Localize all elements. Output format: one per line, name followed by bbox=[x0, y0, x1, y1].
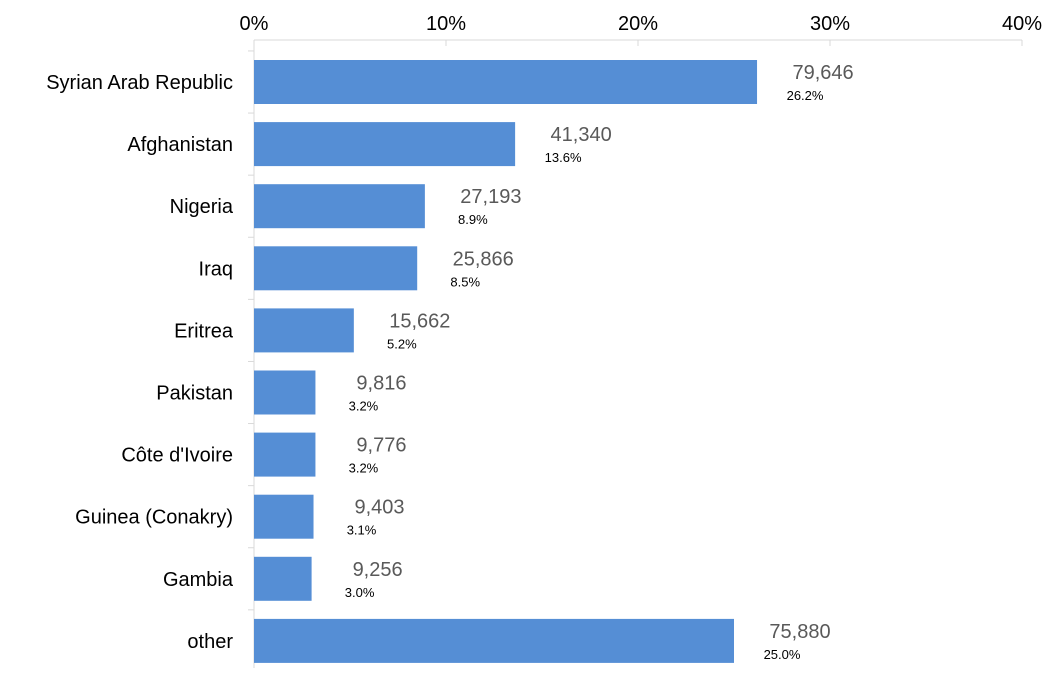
percent-label: 26.2% bbox=[787, 88, 824, 103]
count-label: 79,646 bbox=[792, 62, 853, 84]
category-label: Nigeria bbox=[170, 196, 234, 218]
category-label: Eritrea bbox=[174, 320, 234, 342]
percent-label: 3.2% bbox=[349, 461, 379, 476]
category-label: Iraq bbox=[199, 258, 233, 280]
bar bbox=[254, 308, 354, 353]
category-label: Pakistan bbox=[156, 383, 233, 405]
count-label: 25,866 bbox=[453, 248, 514, 270]
percent-label: 3.1% bbox=[347, 523, 377, 538]
bars bbox=[254, 60, 758, 663]
bar bbox=[254, 432, 316, 477]
percent-label: 8.5% bbox=[450, 274, 480, 289]
bar bbox=[254, 370, 316, 415]
percent-label: 13.6% bbox=[545, 150, 582, 165]
percent-label: 3.0% bbox=[345, 585, 375, 600]
category-label: Côte d'Ivoire bbox=[121, 445, 233, 467]
category-label: Afghanistan bbox=[127, 134, 233, 156]
bar bbox=[254, 246, 418, 291]
count-label: 27,193 bbox=[460, 186, 521, 208]
category-labels: Syrian Arab Republic Afghanistan Nigeria Ir… bbox=[46, 72, 234, 653]
data-labels: 79,646 26.2% 41,340 13.6% 27,193 8.9% 25,866 8.… bbox=[345, 62, 854, 662]
percent-label: 8.9% bbox=[458, 212, 488, 227]
count-label: 9,816 bbox=[356, 373, 406, 395]
bar bbox=[254, 494, 314, 539]
category-label: Guinea (Conakry) bbox=[75, 507, 233, 529]
bar bbox=[254, 60, 758, 104]
x-tick-label: 40% bbox=[1002, 13, 1042, 35]
count-label: 75,880 bbox=[769, 621, 830, 643]
bar bbox=[254, 556, 312, 601]
bar bbox=[254, 122, 516, 167]
x-tick-label: 20% bbox=[618, 13, 658, 35]
count-label: 9,403 bbox=[354, 497, 404, 519]
bar bbox=[254, 618, 734, 663]
x-tick-label: 30% bbox=[810, 13, 850, 35]
percent-label: 5.2% bbox=[387, 336, 417, 351]
count-label: 9,776 bbox=[356, 435, 406, 457]
percent-label: 25.0% bbox=[764, 647, 801, 662]
category-label: Syrian Arab Republic bbox=[46, 72, 233, 94]
category-label: other bbox=[187, 631, 233, 653]
bar bbox=[254, 184, 425, 229]
count-label: 9,256 bbox=[353, 559, 403, 581]
count-label: 41,340 bbox=[551, 124, 612, 146]
category-label: Gambia bbox=[163, 569, 234, 591]
x-tick-label: 0% bbox=[240, 13, 269, 35]
x-tick-label: 10% bbox=[426, 13, 466, 35]
percent-label: 3.2% bbox=[349, 399, 379, 414]
count-label: 15,662 bbox=[389, 310, 450, 332]
